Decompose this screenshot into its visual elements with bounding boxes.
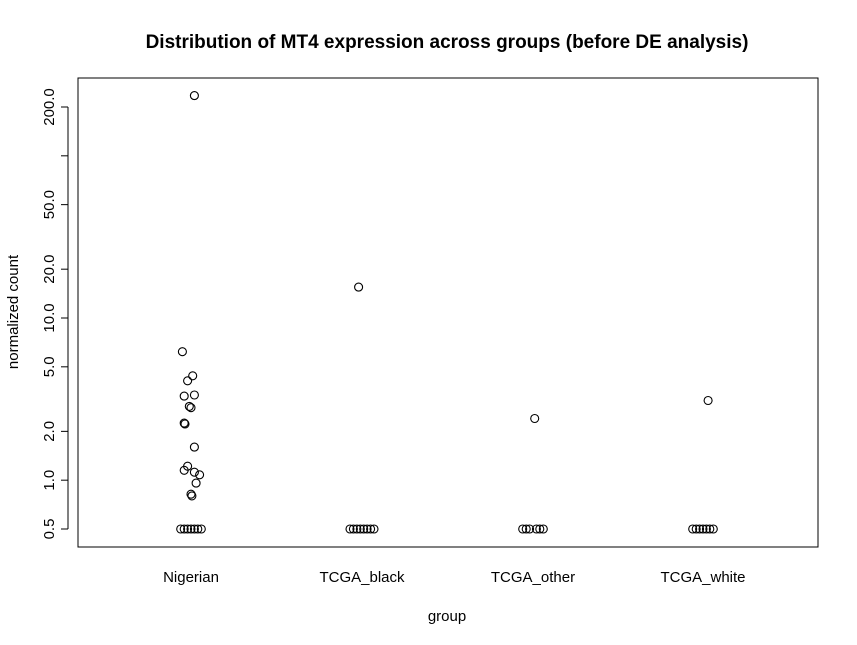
data-point <box>186 489 196 499</box>
data-point <box>177 347 187 357</box>
data-point <box>525 524 535 534</box>
data-point <box>355 524 365 534</box>
data-point <box>530 413 540 424</box>
y-tick-label: 200.0 <box>41 88 58 126</box>
y-tick-label: 10.0 <box>41 303 58 332</box>
data-point <box>179 391 189 401</box>
data-point <box>184 401 194 411</box>
x-axis: Nigerian TCGA_black TCGA_other TCGA_white <box>163 569 745 586</box>
data-point <box>189 524 199 534</box>
data-point <box>359 524 369 534</box>
data-point <box>188 371 198 381</box>
data-point <box>179 465 189 475</box>
data-point <box>191 478 201 488</box>
y-axis: 0.5 1.0 2.0 5.0 10.0 20.0 50.0 200.0 <box>41 88 69 540</box>
data-points <box>176 91 718 534</box>
data-point <box>196 524 206 534</box>
data-point <box>189 467 199 477</box>
x-tick-label: TCGA_other <box>491 569 575 586</box>
x-tick-label: TCGA_black <box>319 569 405 586</box>
chart-title: Distribution of MT4 expression across gr… <box>146 32 749 53</box>
y-tick-label: 20.0 <box>41 255 58 284</box>
data-point <box>187 491 197 501</box>
y-tick-label: 2.0 <box>41 421 58 442</box>
data-point <box>179 524 189 534</box>
y-tick-label: 5.0 <box>41 356 58 377</box>
data-point <box>352 524 362 534</box>
data-point <box>521 524 531 534</box>
data-point <box>705 524 715 534</box>
plot-frame <box>77 77 819 548</box>
data-point <box>354 282 364 292</box>
data-point <box>189 442 199 452</box>
data-point <box>369 524 379 534</box>
data-point <box>691 524 701 534</box>
y-tick-label: 50.0 <box>41 190 58 219</box>
x-axis-label: group <box>428 608 466 625</box>
data-point <box>538 524 548 534</box>
data-point <box>345 524 355 534</box>
data-point <box>186 524 196 534</box>
data-point <box>189 390 199 400</box>
data-point <box>195 470 205 480</box>
data-point <box>708 524 718 534</box>
data-point <box>703 395 713 406</box>
x-tick-label: Nigerian <box>163 569 219 586</box>
data-point <box>531 524 541 534</box>
data-point <box>688 524 698 534</box>
y-tick-label: 0.5 <box>41 519 58 540</box>
data-point <box>362 524 372 534</box>
data-point <box>348 524 358 534</box>
data-point <box>183 376 193 386</box>
data-point <box>180 419 190 429</box>
data-point <box>193 524 203 534</box>
data-point <box>698 524 708 534</box>
data-point <box>366 524 376 534</box>
data-point <box>179 418 189 428</box>
data-point <box>189 91 199 101</box>
data-point <box>176 524 186 534</box>
data-point <box>695 524 705 534</box>
data-point <box>535 524 545 534</box>
y-axis-label: normalized count <box>5 254 22 369</box>
data-point <box>183 524 193 534</box>
data-point <box>701 524 711 534</box>
data-point <box>518 524 528 534</box>
x-tick-label: TCGA_white <box>660 569 745 586</box>
y-tick-label: 1.0 <box>41 470 58 491</box>
data-point <box>186 403 196 413</box>
